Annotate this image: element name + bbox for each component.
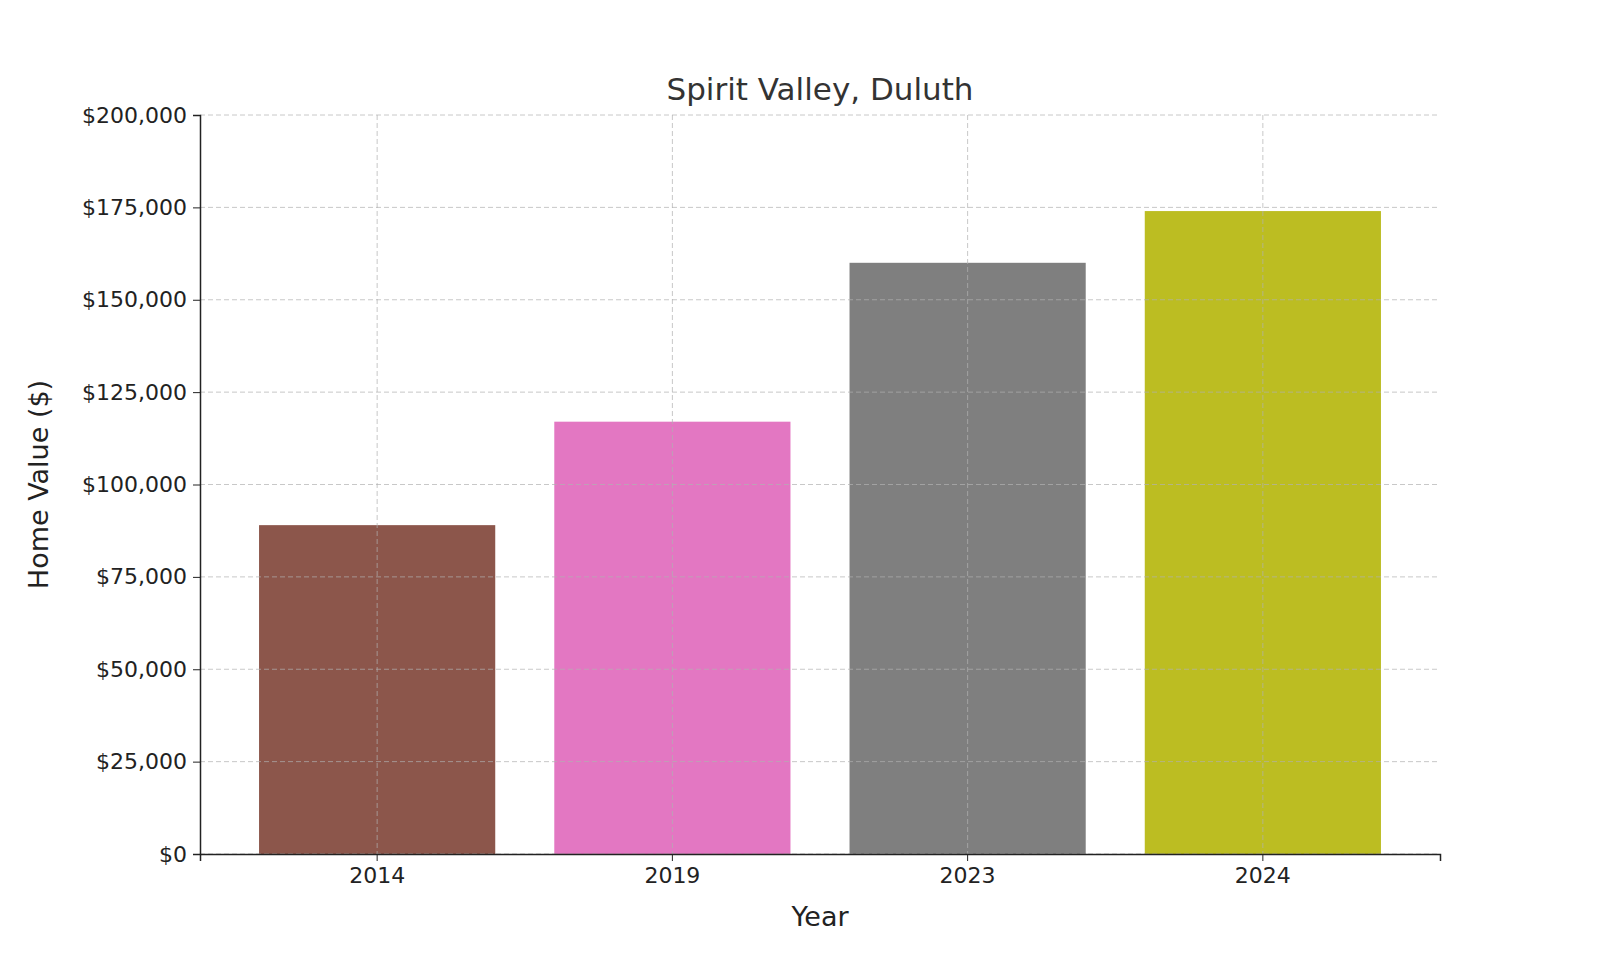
axis-line	[201, 855, 1441, 862]
tick: $175,000	[82, 195, 200, 220]
grid	[200, 115, 1440, 854]
grid-line	[200, 392, 1440, 393]
tick: $200,000	[82, 103, 200, 128]
tick-label: 2024	[1235, 863, 1291, 888]
axis-line	[193, 116, 201, 855]
tick-mark	[193, 577, 200, 578]
tick-label: $175,000	[82, 195, 187, 220]
tick: 2019	[644, 854, 700, 888]
title: Spirit Valley, Duluth	[666, 71, 973, 107]
tick-label: $150,000	[82, 287, 187, 312]
tick-mark	[1262, 854, 1263, 861]
tick-mark	[967, 854, 968, 861]
grid-line	[200, 761, 1440, 762]
y-axis: $0 $25,000 $50,000 $75,000 $100,000 $125,000 $…	[82, 103, 200, 867]
tick: $50,000	[96, 657, 200, 682]
tick-mark	[193, 762, 200, 763]
tick-label: $25,000	[96, 749, 187, 774]
tick-mark	[193, 669, 200, 670]
x-axis-title: Year	[790, 901, 849, 932]
tick-mark	[193, 207, 200, 208]
grid-line	[377, 115, 378, 854]
tick-label: $125,000	[82, 380, 187, 405]
tick: 2024	[1235, 854, 1291, 888]
tick-label: $75,000	[96, 564, 187, 589]
tick-mark	[193, 115, 200, 116]
chart: $0 $25,000 $50,000 $75,000 $100,000 $125,000 $…	[0, 0, 1600, 960]
grid-line	[200, 669, 1440, 670]
tick-label: $200,000	[82, 103, 187, 128]
x-axis: 2014 2019 2023 2024	[201, 854, 1441, 888]
tick: $25,000	[96, 749, 200, 774]
tick-label: 2019	[644, 863, 700, 888]
tick: $100,000	[82, 472, 200, 497]
tick: $0	[159, 842, 200, 867]
grid-line	[672, 115, 673, 854]
tick: 2023	[940, 854, 996, 888]
tick: $75,000	[96, 564, 200, 589]
bars	[259, 211, 1381, 854]
tick: 2014	[349, 854, 405, 888]
grid-line	[200, 299, 1440, 300]
grid-line	[200, 207, 1440, 208]
tick-label: 2014	[349, 863, 405, 888]
y-axis-title: Home Value ($)	[23, 380, 54, 589]
tick: $125,000	[82, 380, 200, 405]
tick-label: $0	[159, 842, 187, 867]
grid-line	[1262, 115, 1263, 854]
tick-mark	[193, 854, 200, 855]
tick-mark	[672, 854, 673, 861]
tick-label: $100,000	[82, 472, 187, 497]
grid-line	[200, 115, 1440, 116]
tick-mark	[377, 854, 378, 861]
tick: $150,000	[82, 287, 200, 312]
grid-line	[200, 576, 1440, 577]
tick-label: $50,000	[96, 657, 187, 682]
tick-mark	[193, 300, 200, 301]
plot-area: $0 $25,000 $50,000 $75,000 $100,000 $125,000 $…	[82, 103, 1440, 888]
grid-line	[967, 115, 968, 854]
tick-mark	[193, 392, 200, 393]
tick-mark	[193, 485, 200, 486]
tick-label: 2023	[940, 863, 996, 888]
grid-line	[200, 484, 1440, 485]
